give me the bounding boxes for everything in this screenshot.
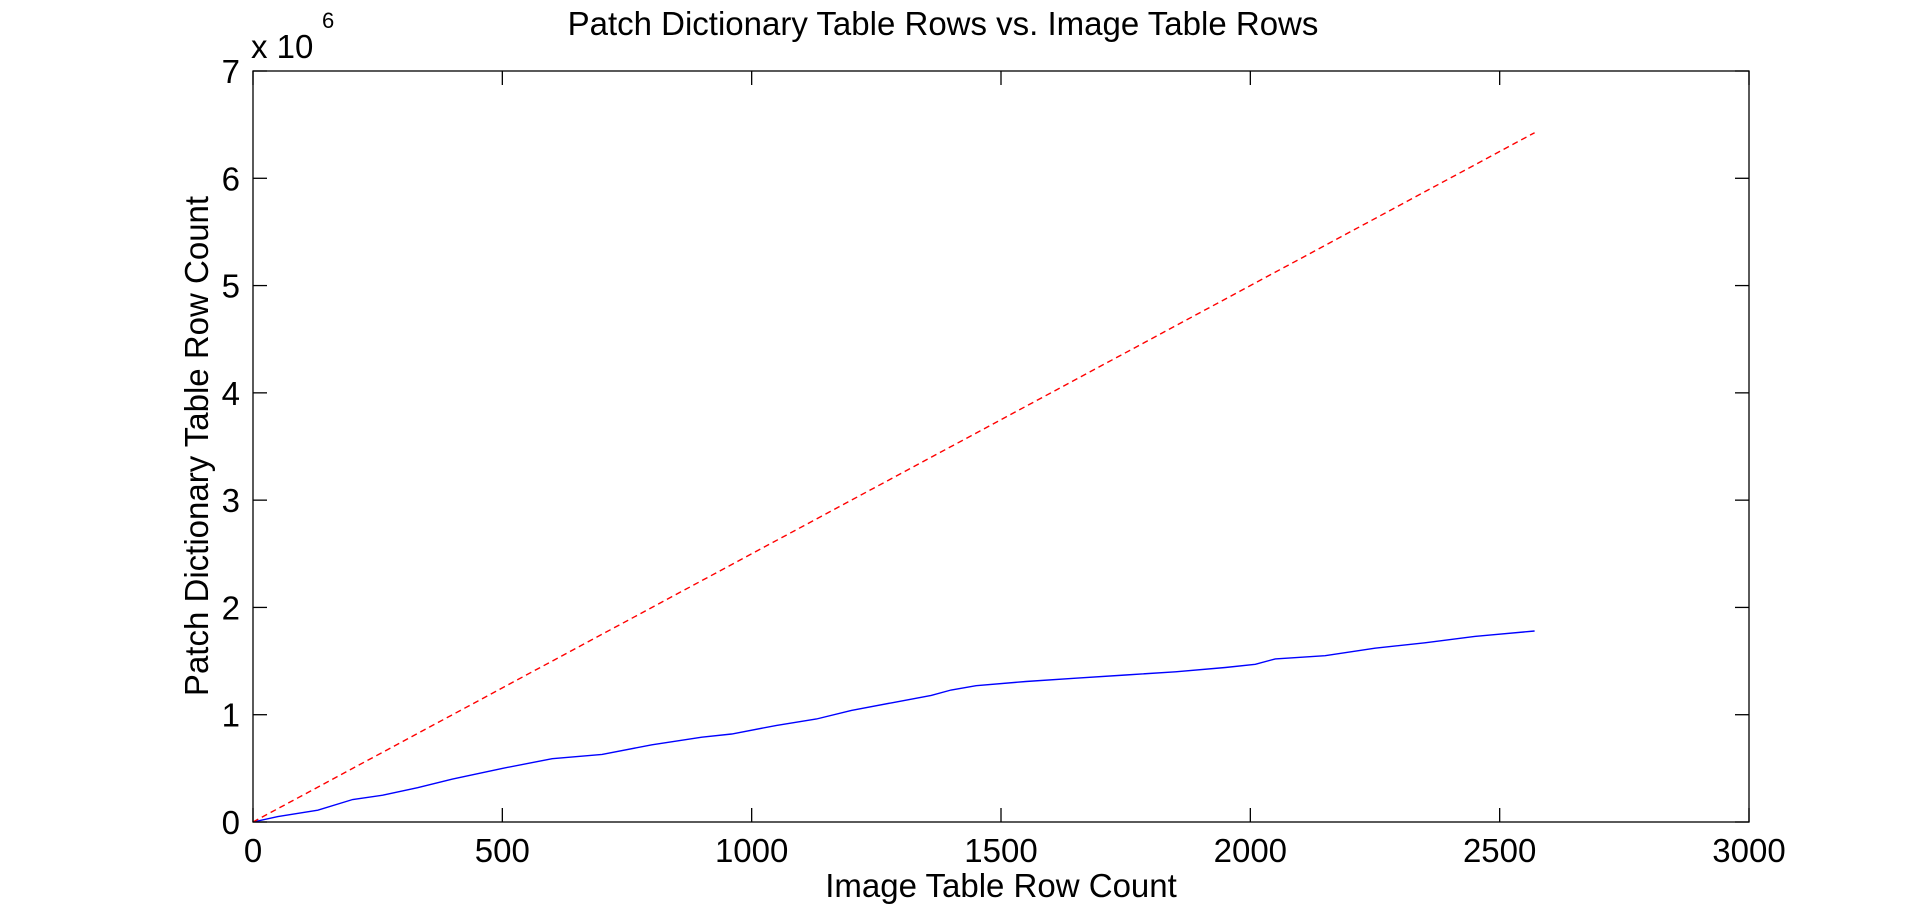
series-line-2	[252, 132, 1535, 823]
y-tick-label: 2	[222, 589, 240, 626]
series-layer	[252, 132, 1535, 823]
y-tick-label: 0	[222, 804, 240, 841]
x-tick-label: 1500	[964, 832, 1037, 869]
y-tick-label: 7	[222, 53, 240, 90]
y-tick-label: 1	[222, 697, 240, 734]
x-tick-label: 0	[244, 832, 262, 869]
x-axis-label: Image Table Row Count	[825, 867, 1177, 904]
x-tick-label: 500	[475, 832, 530, 869]
tick-layer: 0 500 1000 1500 2000 2500 3000 0 1 2 3 4 5 6 7	[222, 53, 1786, 869]
x-tick-label: 2500	[1463, 832, 1536, 869]
y-axis-label: Patch Dictionary Table Row Count	[178, 196, 215, 696]
x-tick-label: 1000	[715, 832, 788, 869]
plot-area	[252, 70, 1750, 823]
series-line-1	[252, 630, 1535, 823]
chart-title: Patch Dictionary Table Rows vs. Image Ta…	[568, 5, 1319, 42]
y-multiplier: x 10 6	[251, 8, 334, 65]
x-tick-label: 2000	[1214, 832, 1287, 869]
y-tick-label: 6	[222, 160, 240, 197]
y-multiplier-exponent: 6	[322, 8, 334, 33]
y-tick-label: 5	[222, 268, 240, 305]
x-tick-label: 3000	[1712, 832, 1785, 869]
y-tick-label: 3	[222, 482, 240, 519]
y-tick-label: 4	[222, 375, 240, 412]
y-multiplier-base: x 10	[251, 28, 313, 65]
